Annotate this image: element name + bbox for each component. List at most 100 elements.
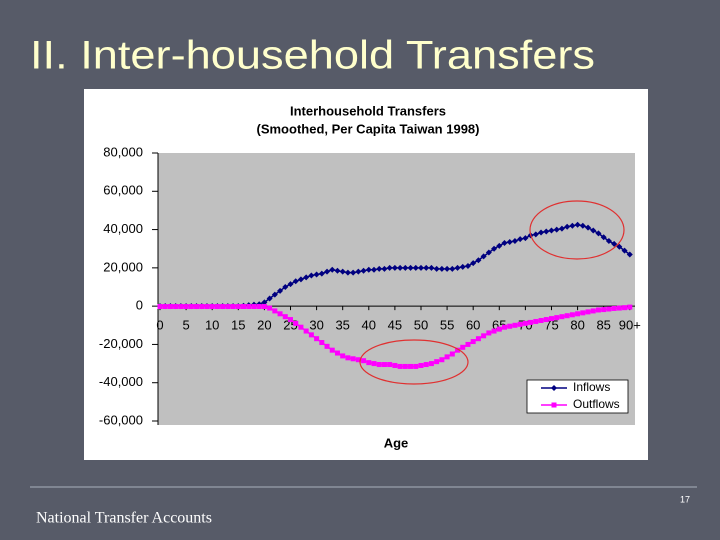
marker [402,264,409,271]
marker [256,304,262,310]
marker [506,239,513,246]
marker [585,309,591,315]
marker [449,351,455,357]
marker [381,362,387,368]
marker [512,322,518,328]
x-tick-label: 5 [182,318,189,333]
marker [595,307,601,313]
x-tick-label: 90+ [619,318,641,333]
marker [605,238,612,245]
page-number: 17 [680,494,690,504]
marker [261,304,267,310]
marker [428,264,435,271]
marker [303,328,309,334]
marker [418,362,424,368]
marker [225,304,231,310]
marker [554,315,560,321]
marker [199,304,205,310]
marker [230,304,236,310]
marker [434,359,440,365]
marker [611,240,618,247]
marker [454,264,461,271]
marker [553,226,560,233]
marker [423,362,429,368]
x-tick-label: 30 [309,318,323,333]
x-tick-label: 10 [205,318,219,333]
x-tick-label: 0 [156,318,163,333]
marker [538,318,544,323]
marker [444,265,451,272]
marker [626,251,633,258]
x-tick-label: 45 [388,318,402,333]
marker [417,264,424,271]
marker [522,235,529,242]
marker [386,264,393,271]
marker [533,318,539,324]
marker [548,316,554,322]
marker [350,356,356,362]
marker [485,249,492,256]
y-tick-label: -60,000 [99,412,143,427]
marker [376,265,383,272]
marker [194,304,200,310]
y-tick-label: 60,000 [103,183,143,198]
marker [214,304,220,310]
y-tick-label: -20,000 [99,336,143,351]
marker [282,314,288,320]
marker [627,304,633,310]
marker [496,326,502,332]
marker [532,231,539,238]
marker [397,363,403,369]
marker [277,311,283,317]
chart-subtitle: (Smoothed, Per Capita Taiwan 1998) [257,121,480,136]
marker [235,304,241,310]
marker [188,304,194,310]
marker [340,353,346,359]
x-tick-label: 60 [466,318,480,333]
marker [475,257,482,264]
marker [324,268,331,275]
marker [517,236,524,243]
marker [455,347,461,353]
marker [324,343,330,349]
marker [611,305,617,311]
marker [622,305,628,311]
marker [480,253,487,260]
marker [449,265,456,272]
marker [579,222,586,229]
x-tick-label: 85 [596,318,610,333]
marker [569,222,576,229]
marker [376,362,382,368]
marker [272,308,278,314]
marker [548,227,555,234]
marker [162,304,168,310]
marker [329,347,335,353]
marker [334,267,341,274]
marker [600,234,607,241]
marker [241,304,247,310]
footer: National Transfer Accounts [36,510,212,527]
marker [538,229,545,236]
marker [251,304,257,310]
marker [438,265,445,272]
marker [318,270,325,277]
marker [491,328,497,334]
marker [501,239,508,246]
marker [528,319,534,325]
marker [428,361,434,367]
x-tick-label: 15 [231,318,245,333]
marker [381,265,388,272]
marker [543,228,550,235]
marker [491,245,498,252]
marker [173,304,179,310]
marker [543,317,549,323]
marker [267,305,273,311]
marker [444,354,450,360]
legend-marker [551,402,557,408]
marker [569,312,575,318]
plot: -60,000 -40,000 -20,000 0 20,000 40,000 60,000… [99,144,641,427]
marker [580,310,586,316]
marker [585,224,592,231]
marker [271,291,278,298]
